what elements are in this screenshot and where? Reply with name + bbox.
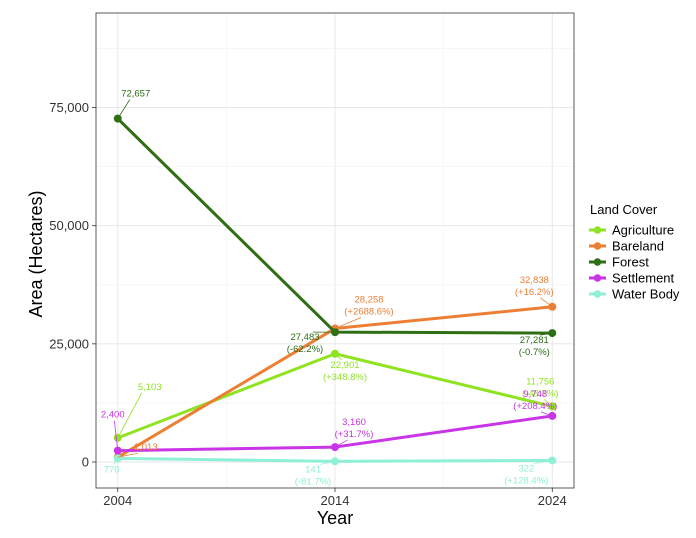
data-label-bareland: 32,838: [520, 275, 549, 286]
legend-key-point-water-body: [593, 290, 602, 298]
data-label-water-body: (+128.4%): [504, 475, 548, 486]
label-leader-water-body: [113, 458, 119, 465]
data-labels: 5,103 22,901(+348.8%) 11,756(-48.7%) 1,013 2…: [101, 89, 559, 488]
label-leader-settlement: [540, 411, 553, 417]
label-leader-water-body: [534, 460, 553, 464]
legend-key-point-bareland: [593, 242, 602, 250]
x-axis: 2004 2014 2024: [103, 488, 567, 508]
label-leader-settlement: [334, 439, 348, 448]
label-leader-water-body: [320, 460, 336, 465]
data-label-water-body: (-81.7%): [295, 476, 331, 487]
data-label-water-body: 141: [305, 464, 321, 475]
x-axis-title: Year: [317, 508, 353, 528]
y-tick-label: 25,000: [49, 336, 89, 351]
label-leader-bareland: [117, 452, 138, 458]
data-label-bareland: (+16.2%): [515, 287, 554, 298]
data-label-settlement: (+31.7%): [335, 429, 374, 440]
legend-label-forest: Forest: [612, 255, 649, 270]
data-label-settlement: (+208.4%): [513, 401, 557, 412]
label-leader-forest: [540, 332, 553, 336]
label-leader-forest: [117, 99, 131, 119]
data-label-forest: (-0.7%): [519, 347, 550, 358]
data-label-agriculture: 5,103: [138, 382, 162, 393]
data-label-forest: 27,483: [290, 332, 319, 343]
data-label-settlement: 3,160: [342, 417, 366, 428]
data-label-forest: 27,281: [520, 335, 549, 346]
data-label-settlement: 2,400: [101, 410, 125, 421]
label-leader-settlement: [113, 420, 119, 451]
label-leader-agriculture: [117, 392, 143, 439]
data-label-agriculture: 11,756: [526, 376, 554, 387]
data-label-agriculture: (+348.8%): [323, 372, 367, 383]
y-tick-label: 0: [82, 455, 89, 470]
label-leader-bareland: [334, 317, 362, 329]
data-label-water-body: 322: [518, 463, 534, 474]
legend-label-settlement: Settlement: [612, 271, 675, 286]
legend-label-agriculture: Agriculture: [612, 223, 674, 238]
data-label-bareland: 1,013: [134, 442, 158, 453]
data-label-agriculture: 22,901: [330, 360, 359, 371]
data-label-forest: 72,657: [121, 89, 150, 100]
legend-title: Land Cover: [590, 202, 658, 217]
data-label-water-body: 770: [104, 464, 120, 475]
legend-key-point-settlement: [593, 274, 602, 282]
x-tick-label: 2024: [538, 493, 567, 508]
legend-label-bareland: Bareland: [612, 239, 664, 254]
y-axis: 0 25,000 50,000 75,000: [49, 100, 96, 470]
y-tick-label: 50,000: [49, 218, 89, 233]
legend: Land Cover AgricultureBarelandForestSett…: [589, 202, 680, 302]
data-label-bareland: (+2688.6%): [344, 306, 393, 317]
x-tick-label: 2004: [103, 493, 132, 508]
label-leader-bareland: [540, 297, 553, 308]
data-label-settlement: 9,748: [523, 389, 547, 400]
legend-key-point-forest: [593, 258, 602, 266]
data-label-bareland: 28,258: [354, 294, 383, 305]
legend-label-water-body: Water Body: [612, 287, 680, 302]
y-tick-label: 75,000: [49, 100, 89, 115]
data-label-forest: (-62.2%): [287, 344, 323, 355]
legend-key-point-agriculture: [593, 226, 602, 234]
label-leader-agriculture: [544, 399, 553, 407]
x-tick-label: 2014: [321, 493, 350, 508]
label-leader-agriculture: [334, 353, 342, 361]
y-axis-title: Area (Hectares): [26, 190, 46, 317]
data-label-agriculture: (-48.7%): [522, 388, 558, 399]
